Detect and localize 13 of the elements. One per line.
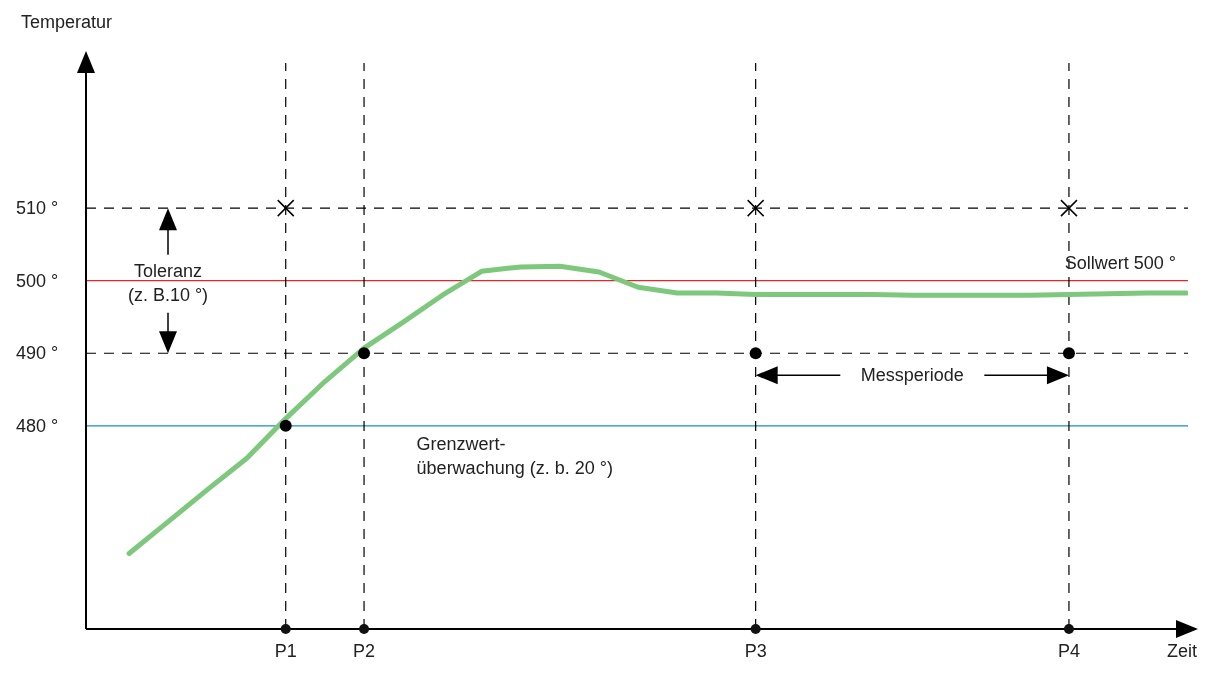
annotation: Grenzwert- überwachung (z. b. 20 °): [416, 433, 613, 478]
x-tick-label: P4: [1057, 641, 1080, 661]
x-tick-label: P3: [744, 641, 767, 661]
y-axis-title: Temperatur: [21, 12, 113, 32]
y-tick-label: 490 °: [16, 343, 59, 364]
x-axis-title: Zeit: [1166, 641, 1197, 661]
y-tick-label: 480 °: [16, 415, 59, 436]
annotation: Toleranz (z. B.10 °): [127, 260, 209, 305]
y-tick-label: 510 °: [16, 198, 59, 219]
annotation: Messperiode: [860, 365, 964, 386]
x-tick-label: P1: [274, 641, 297, 661]
y-tick-label: 500 °: [16, 270, 59, 291]
x-tick-label: P2: [353, 641, 376, 661]
